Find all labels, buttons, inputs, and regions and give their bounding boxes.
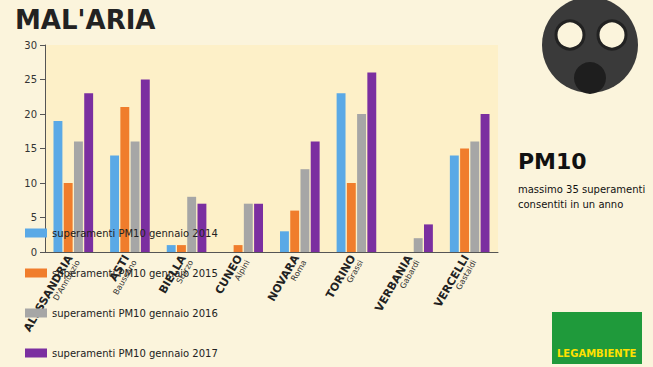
svg-text:Grassi: Grassi — [345, 258, 365, 284]
svg-text:VERBANIA: VERBANIA — [372, 252, 416, 314]
svg-text:Sturzo: Sturzo — [174, 258, 196, 286]
svg-text:LEGAMBIENTE: LEGAMBIENTE — [557, 348, 636, 359]
svg-text:Alpini: Alpini — [233, 258, 252, 282]
svg-text:TORINO: TORINO — [323, 252, 359, 301]
svg-text:superamenti PM10 gennaio 2015: superamenti PM10 gennaio 2015 — [52, 268, 218, 279]
svg-text:superamenti PM10 gennaio 2016: superamenti PM10 gennaio 2016 — [52, 308, 218, 319]
svg-text:VERCELLI: VERCELLI — [431, 252, 472, 310]
svg-text:10: 10 — [24, 178, 37, 189]
svg-text:Baussano: Baussano — [111, 258, 139, 297]
svg-text:superamenti PM10 gennaio 2014: superamenti PM10 gennaio 2014 — [52, 228, 218, 239]
svg-text:Gastaldi: Gastaldi — [454, 258, 478, 291]
svg-text:Gabardi: Gabardi — [398, 258, 422, 290]
svg-text:superamenti PM10 gennaio 2017: superamenti PM10 gennaio 2017 — [52, 348, 218, 359]
svg-text:30: 30 — [24, 40, 37, 51]
svg-text:ALESSANDRIA: ALESSANDRIA — [21, 252, 76, 334]
svg-text:D'Annunzio: D'Annunzio — [52, 258, 83, 302]
svg-text:consentiti in un anno: consentiti in un anno — [518, 199, 623, 210]
svg-text:PM10: PM10 — [518, 149, 587, 174]
svg-text:5: 5 — [31, 212, 37, 223]
svg-text:massimo 35 superamenti: massimo 35 superamenti — [518, 184, 645, 195]
svg-text:15: 15 — [24, 143, 37, 154]
svg-text:CUNEO: CUNEO — [212, 252, 246, 297]
svg-text:Roma: Roma — [289, 258, 308, 282]
svg-text:0: 0 — [31, 247, 37, 258]
svg-text:NOVARA: NOVARA — [265, 252, 302, 304]
svg-text:25: 25 — [24, 74, 37, 85]
svg-text:BIELLA: BIELLA — [156, 252, 189, 296]
svg-text:20: 20 — [24, 109, 37, 120]
svg-text:MAL'ARIA: MAL'ARIA — [15, 5, 155, 35]
